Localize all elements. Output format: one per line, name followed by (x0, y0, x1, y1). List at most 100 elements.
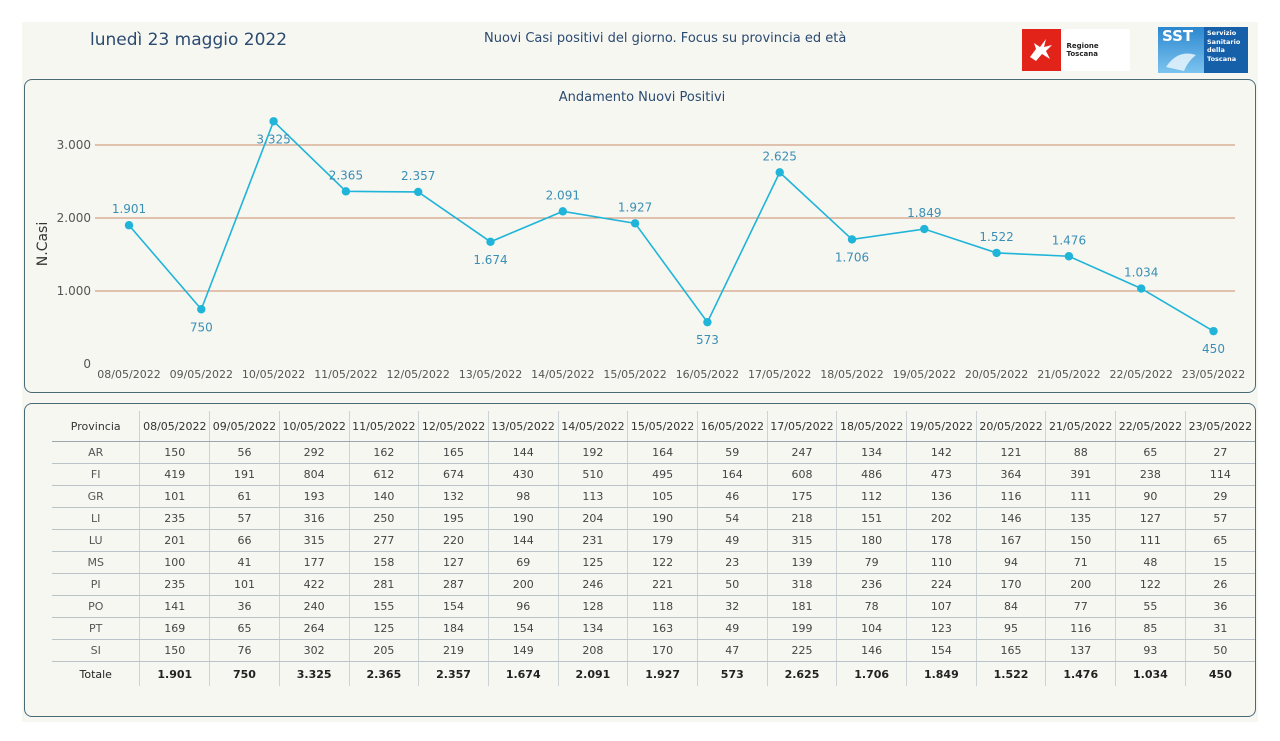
value-cell: 123 (906, 617, 977, 640)
province-name-cell: GR (52, 485, 140, 508)
province-name-cell: FI (52, 463, 140, 486)
value-cell: 473 (906, 463, 977, 486)
province-name-cell: PO (52, 595, 140, 618)
value-cell: 76 (209, 639, 280, 662)
data-point (847, 235, 857, 244)
y-axis-label: N.Casi (35, 222, 51, 266)
table-row: LI 235 57 316 250 195 190 204 190 54 218 151 202 146 1… (52, 507, 1255, 530)
value-cell: 236 (836, 573, 907, 596)
value-cell: 221 (627, 573, 698, 596)
value-cell: 2.365 (348, 661, 419, 686)
value-cell: 136 (906, 485, 977, 508)
x-tick-label: 21/05/2022 (1037, 368, 1100, 381)
value-cell: 510 (557, 463, 628, 486)
value-cell: 277 (348, 529, 419, 552)
value-cell: 93 (1115, 639, 1186, 662)
value-cell: 26 (1184, 573, 1255, 596)
value-cell: 750 (209, 661, 280, 686)
value-cell: 69 (487, 551, 559, 574)
province-name-cell: MS (52, 551, 140, 574)
value-cell: 422 (278, 573, 349, 596)
value-cell: 135 (1045, 507, 1116, 530)
value-cell: 65 (1115, 441, 1186, 464)
value-cell: 430 (487, 463, 559, 486)
value-cell: 46 (696, 485, 768, 508)
value-cell: 1.034 (1115, 661, 1186, 686)
data-labels: 1.901 750 3.325 2.365 2.357 1.674 2.091 1.927 57… (112, 132, 1225, 356)
value-cell: 238 (1115, 463, 1186, 486)
value-cell: 144 (487, 441, 559, 464)
column-header-date: 17/05/2022 (766, 411, 837, 442)
value-cell: 150 (139, 441, 210, 464)
province-name-cell: AR (52, 441, 140, 464)
column-header-date: 18/05/2022 (836, 411, 907, 442)
value-cell: 140 (348, 485, 419, 508)
value-cell: 149 (487, 639, 559, 662)
series-polyline (128, 119, 1214, 332)
value-cell: 96 (487, 595, 559, 618)
column-header-date: 10/05/2022 (278, 411, 349, 442)
total-row: Totale 1.901 750 3.325 2.365 2.357 1.674 2.091 1… (52, 661, 1255, 686)
value-cell: 225 (766, 639, 837, 662)
table-header-row: Provincia 08/05/2022 09/05/2022 10/05/2022 1… (52, 411, 1255, 442)
data-label: 2.625 (763, 149, 797, 163)
x-tick-label: 23/05/2022 (1182, 368, 1245, 381)
value-cell: 146 (836, 639, 907, 662)
value-cell: 178 (906, 529, 977, 552)
value-cell: 134 (557, 617, 628, 640)
value-cell: 146 (975, 507, 1046, 530)
value-cell: 240 (278, 595, 349, 618)
value-cell: 127 (418, 551, 489, 574)
data-point (486, 237, 495, 246)
value-cell: 250 (348, 507, 419, 530)
data-label: 2.357 (401, 169, 435, 183)
sst-logo: SST Servizio Sanitario della Toscana (1158, 27, 1250, 73)
value-cell: 1.522 (975, 661, 1046, 686)
value-cell: 193 (278, 485, 349, 508)
value-cell: 116 (975, 485, 1046, 508)
value-cell: 208 (557, 639, 628, 662)
value-cell: 2.625 (766, 661, 837, 686)
value-cell: 139 (766, 551, 837, 574)
data-point (197, 305, 206, 314)
value-cell: 167 (975, 529, 1046, 552)
value-cell: 85 (1115, 617, 1186, 640)
value-cell: 79 (836, 551, 907, 574)
chart-panel: Andamento Nuovi Positivi N.Casi 0 1.000 2.… (24, 79, 1256, 393)
value-cell: 101 (139, 485, 210, 508)
value-cell: 419 (139, 463, 210, 486)
value-cell: 31 (1184, 617, 1255, 640)
data-point (920, 224, 929, 234)
value-cell: 95 (975, 617, 1046, 640)
data-point (1064, 252, 1074, 261)
data-label: 1.522 (979, 230, 1013, 244)
table-row: PT 169 65 264 125 184 154 134 163 49 199 104 123 95 11… (52, 617, 1255, 640)
sst-label: Servizio Sanitario della Toscana (1204, 27, 1248, 73)
value-cell: 36 (209, 595, 280, 618)
table-row: MS 100 41 177 158 127 69 125 122 23 139 79 110 94 71 48… (52, 551, 1255, 574)
value-cell: 84 (975, 595, 1046, 618)
report-title: Nuovi Casi positivi del giorno. Focus su… (484, 31, 847, 46)
value-cell: 114 (1184, 463, 1255, 486)
column-header-date: 19/05/2022 (906, 411, 977, 442)
value-cell: 486 (836, 463, 907, 486)
regione-toscana-logo: Regione Toscana (1022, 29, 1130, 71)
pegasus-flag-icon (1022, 29, 1061, 71)
value-cell: 1.674 (487, 661, 559, 686)
value-cell: 1.476 (1045, 661, 1116, 686)
value-cell: 110 (906, 551, 977, 574)
value-cell: 235 (139, 507, 210, 530)
data-points (124, 117, 1218, 336)
value-cell: 674 (418, 463, 489, 486)
data-label: 1.674 (473, 253, 507, 267)
value-cell: 163 (627, 617, 698, 640)
column-header-provincia: Provincia (52, 411, 140, 442)
value-cell: 127 (1115, 507, 1186, 530)
data-label: 450 (1202, 342, 1225, 356)
value-cell: 23 (696, 551, 768, 574)
report-date: lunedì 23 maggio 2022 (90, 30, 288, 50)
value-cell: 180 (836, 529, 907, 552)
value-cell: 57 (1184, 507, 1255, 530)
sst-emblem-text: SST (1162, 27, 1194, 45)
x-tick-label: 15/05/2022 (603, 368, 666, 381)
